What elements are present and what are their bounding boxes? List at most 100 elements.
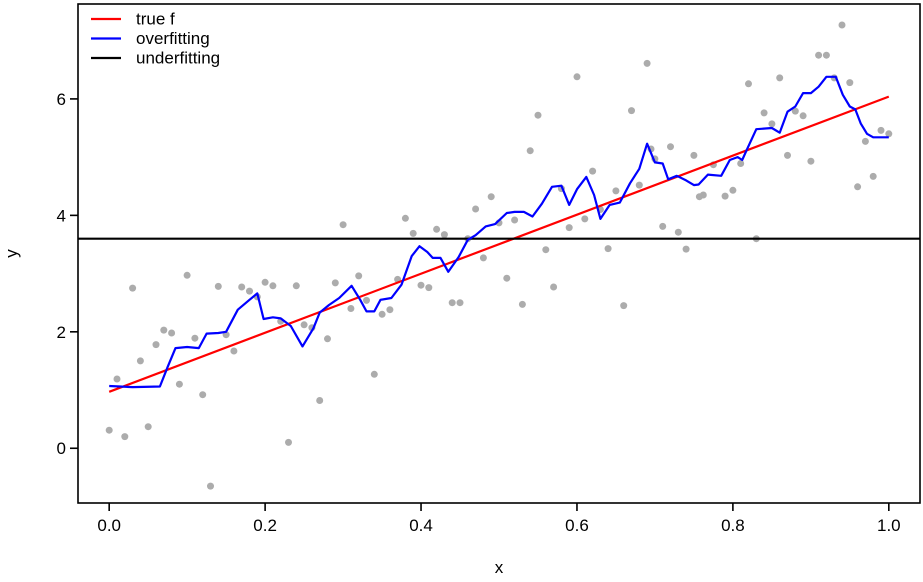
overfitting-line	[109, 75, 889, 389]
y-tick-label: 4	[57, 206, 66, 225]
scatter-point	[869, 172, 877, 180]
scatter-point	[699, 191, 707, 199]
scatter-point	[409, 229, 417, 237]
scatter-point	[612, 187, 620, 195]
legend-label: true f	[136, 10, 175, 29]
scatter-point	[292, 282, 300, 290]
scatter-point	[682, 245, 690, 253]
scatter-point	[791, 107, 799, 115]
scatter-point	[784, 151, 791, 159]
scatter-point	[534, 111, 542, 119]
scatter-point	[729, 186, 737, 194]
scatter-point	[511, 216, 519, 224]
scatter-point	[425, 284, 433, 292]
scatter-point	[643, 59, 651, 67]
scatter-point	[721, 192, 729, 200]
scatter-point	[854, 183, 862, 191]
scatter-point	[285, 438, 292, 446]
y-axis-title: y	[2, 249, 21, 258]
scatter-point	[113, 375, 121, 383]
scatter-point	[121, 433, 129, 441]
y-tick-label: 6	[57, 90, 66, 109]
scatter-point	[152, 341, 160, 349]
x-tick-label: 0.6	[565, 516, 589, 535]
scatter-point	[238, 283, 246, 291]
scatter-point	[440, 231, 448, 239]
scatter-point	[448, 299, 456, 307]
scatter-point	[168, 329, 176, 337]
x-axis-title: x	[495, 558, 504, 577]
scatter-point	[518, 300, 526, 308]
scatter-point	[261, 278, 269, 286]
scatter-point	[183, 271, 191, 279]
scatter-point	[573, 73, 581, 81]
scatter-point	[690, 151, 698, 159]
scatter-point	[472, 205, 480, 213]
scatter-point	[175, 380, 183, 388]
scatter-point	[355, 272, 363, 280]
scatter-point	[799, 112, 807, 120]
scatter-point	[136, 357, 144, 365]
scatter-point	[487, 193, 495, 201]
scatter-point	[589, 167, 597, 175]
scatter-point	[526, 147, 534, 155]
scatter-point	[565, 224, 573, 232]
scatter-point	[144, 423, 152, 431]
scatter-point	[199, 391, 207, 399]
scatter-point	[105, 426, 113, 434]
scatter-point	[324, 335, 331, 343]
scatter-point	[370, 370, 378, 378]
x-tick-label: 1.0	[877, 516, 901, 535]
y-tick-label: 2	[57, 323, 66, 342]
scatter-point	[300, 321, 308, 329]
scatter-point	[745, 80, 752, 88]
scatter-point	[815, 51, 823, 59]
scatter-point	[160, 326, 168, 334]
scatter-point	[386, 306, 394, 314]
scatter-point	[628, 107, 635, 115]
scatter-point	[401, 214, 409, 222]
scatter-point	[331, 279, 339, 287]
scatter-point	[877, 126, 885, 134]
scatter-point	[846, 79, 854, 87]
scatter-point	[885, 130, 893, 138]
scatter-point	[604, 245, 612, 253]
plot-box	[77, 3, 921, 504]
scatter-point	[246, 287, 253, 295]
scatter-point	[674, 228, 682, 236]
scatter-point	[129, 284, 137, 292]
x-tick-label: 0.4	[409, 516, 433, 535]
scatter-point	[316, 397, 324, 404]
scatter-point	[635, 181, 643, 189]
scatter-point	[838, 21, 846, 29]
scatter-point	[456, 299, 464, 307]
scatter-point	[768, 120, 776, 128]
scatter-point	[776, 74, 784, 82]
scatter-point	[214, 282, 222, 290]
scatter-point	[230, 347, 238, 355]
scatter-point	[542, 246, 550, 254]
scatter-point	[207, 482, 214, 490]
scatter-point	[581, 215, 589, 223]
scatter-point	[191, 334, 199, 342]
scatter-point	[479, 254, 487, 262]
scatter-point	[339, 221, 347, 229]
scatter-point	[760, 109, 768, 117]
legend-label: underfitting	[136, 49, 220, 68]
scatter-point	[433, 225, 441, 233]
scatter-point	[503, 274, 511, 282]
x-tick-label: 0.0	[97, 516, 121, 535]
x-tick-label: 0.8	[721, 516, 745, 535]
scatter-point	[550, 283, 558, 291]
scatter-point	[378, 310, 386, 318]
scatter-point	[363, 296, 370, 304]
scatter-point	[417, 281, 425, 289]
scatter-point	[620, 302, 628, 310]
x-tick-label: 0.2	[253, 516, 277, 535]
scatter-point	[269, 282, 277, 290]
scatter-point	[861, 137, 869, 145]
scatter-point	[807, 157, 815, 165]
true-f-line	[108, 95, 890, 393]
